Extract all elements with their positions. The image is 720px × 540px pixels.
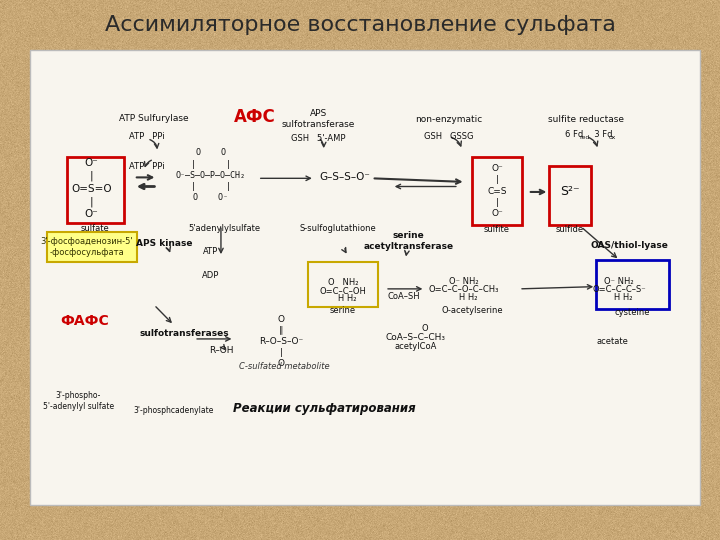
Text: non-enzymatic: non-enzymatic: [415, 114, 482, 124]
Text: O-acetylserine: O-acetylserine: [441, 306, 503, 315]
Text: O    O
|      |
O⁻–S–O–P–O–CH₂
|      |
O    O⁻: O O | | O⁻–S–O–P–O–CH₂ | | O O⁻: [176, 148, 246, 202]
Text: O
∥
R–O–S–O⁻
|
O: O ∥ R–O–S–O⁻ | O: [259, 314, 303, 368]
Bar: [47, 232, 138, 261]
Text: ФАФС: ФАФС: [60, 314, 109, 328]
Text: 6 Fd: 6 Fd: [564, 130, 583, 139]
Text: O⁻ NH₂: O⁻ NH₂: [449, 276, 479, 286]
Text: cysteine: cysteine: [615, 308, 650, 318]
Text: O⁻ NH₂: O⁻ NH₂: [604, 276, 634, 286]
Text: S-sulfoglutathione: S-sulfoglutathione: [300, 224, 377, 233]
Text: O: O: [422, 324, 428, 333]
Text: R–OH: R–OH: [209, 346, 233, 355]
Text: S²⁻: S²⁻: [560, 185, 580, 199]
Text: sulfite: sulfite: [484, 225, 510, 234]
Text: O   NH₂: O NH₂: [328, 279, 358, 287]
Text: H H₂: H H₂: [606, 293, 632, 302]
Text: O⁻
|
C=S
|
O⁻: O⁻ | C=S | O⁻: [487, 164, 507, 218]
Text: sulfate: sulfate: [81, 224, 109, 233]
Text: O⁻
|
O=S=O
|
O⁻: O⁻ | O=S=O | O⁻: [71, 158, 112, 219]
Text: serine: serine: [330, 306, 356, 315]
Text: 3'-phospho-
5'-adenylyl sulfate: 3'-phospho- 5'-adenylyl sulfate: [42, 391, 114, 411]
Text: H H₂: H H₂: [330, 294, 356, 303]
Bar: [67, 157, 124, 223]
Text: ATP: ATP: [203, 247, 219, 255]
Text: ATP Sulfurylase: ATP Sulfurylase: [119, 114, 189, 123]
Text: 3 Fd: 3 Fd: [590, 130, 613, 139]
Text: OAS/thiol-lyase: OAS/thiol-lyase: [590, 241, 669, 250]
Text: ATP   PPi: ATP PPi: [130, 161, 165, 171]
Text: sulfite reductase: sulfite reductase: [548, 114, 624, 124]
Text: 5'adenylylsulfate: 5'adenylylsulfate: [188, 224, 261, 233]
Bar: [308, 261, 379, 307]
Text: acetylCoA: acetylCoA: [394, 342, 436, 351]
Text: acetate: acetate: [597, 337, 629, 346]
Text: APS
sulfotransferase: APS sulfotransferase: [282, 109, 355, 129]
Text: CoA–SH: CoA–SH: [387, 292, 420, 301]
Text: sulfotransferases: sulfotransferases: [139, 328, 229, 338]
Text: ATP   PPi: ATP PPi: [130, 132, 165, 141]
Text: 3'-фосфоаденозин-5'
-фосфосульфата: 3'-фосфоаденозин-5' -фосфосульфата: [40, 237, 133, 256]
Text: Ассимиляторное восстановление сульфата: Ассимиляторное восстановление сульфата: [104, 15, 616, 35]
Text: O=C–C–O–C–CH₃: O=C–C–O–C–CH₃: [429, 285, 500, 294]
Text: АФС: АФС: [233, 109, 275, 126]
Bar: [472, 157, 523, 225]
Text: serine
acetyltransferase: serine acetyltransferase: [364, 231, 454, 251]
Text: GSH   5'-AMP: GSH 5'-AMP: [291, 134, 346, 143]
Text: G–S–S–O⁻: G–S–S–O⁻: [320, 172, 370, 183]
Text: red: red: [580, 135, 590, 140]
Text: O=C–C–OH: O=C–C–OH: [320, 287, 366, 296]
Text: CoA–S–C–CH₃: CoA–S–C–CH₃: [385, 333, 445, 342]
Text: 3'-phosphcadenylate: 3'-phosphcadenylate: [134, 406, 215, 415]
Text: O=C–C–C–S⁻: O=C–C–C–S⁻: [592, 285, 646, 294]
Text: H H₂: H H₂: [451, 293, 477, 302]
Text: APS kinase: APS kinase: [136, 239, 192, 248]
Text: C-sulfated metabolite: C-sulfated metabolite: [239, 362, 330, 371]
Bar: [30, 50, 700, 505]
Text: Реакции сульфатирования: Реакции сульфатирования: [233, 402, 416, 415]
Bar: [549, 166, 591, 225]
Text: ADP: ADP: [202, 271, 220, 280]
Text: sulfide: sulfide: [556, 225, 584, 234]
Text: ox: ox: [608, 135, 616, 140]
Bar: [596, 260, 668, 309]
Text: GSH   GSSG: GSH GSSG: [424, 132, 474, 141]
